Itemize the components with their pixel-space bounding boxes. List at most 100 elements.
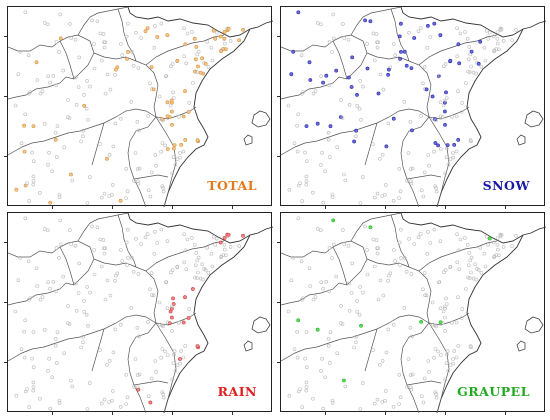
province-border bbox=[145, 240, 225, 272]
station-marker bbox=[484, 234, 489, 239]
station-marker bbox=[383, 398, 387, 403]
station-marker bbox=[442, 270, 446, 275]
station-marker bbox=[510, 38, 514, 42]
station-marker bbox=[107, 400, 111, 404]
station-marker bbox=[469, 49, 474, 54]
station-marker bbox=[343, 178, 348, 183]
station-marker bbox=[376, 246, 380, 251]
station-marker bbox=[82, 310, 86, 314]
station-marker bbox=[443, 171, 447, 176]
station-marker bbox=[300, 405, 305, 409]
station-marker bbox=[118, 198, 123, 203]
station-marker bbox=[40, 295, 45, 299]
station-marker bbox=[454, 149, 459, 154]
station-marker bbox=[304, 174, 309, 179]
station-marker bbox=[448, 264, 453, 269]
island-outline bbox=[516, 134, 526, 146]
station-marker bbox=[514, 27, 518, 32]
station-marker bbox=[86, 118, 90, 122]
station-marker bbox=[147, 394, 151, 399]
station-marker bbox=[468, 52, 472, 57]
panel-label-snow: SNOW bbox=[482, 178, 530, 193]
station-marker bbox=[218, 240, 223, 245]
station-marker bbox=[42, 21, 47, 25]
station-marker bbox=[61, 68, 66, 73]
station-marker bbox=[102, 191, 107, 196]
station-marker bbox=[186, 316, 191, 320]
station-marker bbox=[441, 309, 446, 314]
station-marker bbox=[74, 281, 78, 286]
station-marker bbox=[300, 297, 304, 302]
station-marker bbox=[159, 149, 163, 154]
station-marker bbox=[98, 237, 103, 242]
station-marker bbox=[26, 53, 31, 58]
island-outline bbox=[251, 110, 271, 128]
station-marker bbox=[405, 385, 409, 389]
station-marker bbox=[90, 224, 94, 229]
station-marker bbox=[450, 320, 454, 325]
station-marker bbox=[186, 110, 191, 114]
station-marker bbox=[422, 376, 427, 381]
station-marker bbox=[30, 150, 34, 155]
station-marker bbox=[496, 41, 500, 46]
station-marker bbox=[137, 166, 142, 171]
station-marker bbox=[384, 144, 389, 149]
station-marker bbox=[412, 242, 416, 246]
station-marker bbox=[448, 363, 453, 367]
station-marker bbox=[105, 363, 109, 367]
station-marker bbox=[237, 244, 241, 248]
station-marker bbox=[427, 163, 431, 168]
station-marker bbox=[452, 349, 456, 353]
station-marker bbox=[160, 390, 164, 394]
station-marker bbox=[384, 183, 388, 187]
station-marker bbox=[425, 23, 430, 28]
station-marker bbox=[321, 406, 326, 411]
station-marker bbox=[361, 290, 365, 295]
station-marker bbox=[495, 30, 500, 34]
station-marker bbox=[103, 40, 107, 45]
station-marker bbox=[375, 191, 380, 196]
station-marker bbox=[409, 385, 413, 390]
station-marker bbox=[143, 29, 148, 34]
province-border bbox=[406, 174, 442, 180]
station-marker bbox=[16, 72, 21, 76]
station-marker bbox=[218, 34, 223, 39]
station-marker bbox=[161, 118, 165, 123]
station-marker bbox=[34, 60, 39, 65]
station-marker bbox=[380, 153, 385, 157]
station-marker bbox=[315, 327, 320, 332]
station-marker bbox=[426, 230, 430, 234]
station-marker bbox=[57, 401, 62, 405]
station-marker bbox=[443, 268, 448, 272]
station-marker bbox=[84, 106, 89, 111]
station-marker bbox=[476, 267, 481, 272]
frame-tick bbox=[445, 206, 446, 209]
station-marker bbox=[321, 200, 326, 205]
station-marker bbox=[53, 137, 58, 142]
station-marker bbox=[171, 155, 176, 159]
station-marker bbox=[38, 91, 43, 96]
station-marker bbox=[126, 227, 130, 232]
station-marker bbox=[149, 271, 154, 275]
station-marker bbox=[456, 248, 461, 253]
station-marker bbox=[328, 124, 333, 129]
station-marker bbox=[326, 137, 331, 142]
station-marker bbox=[403, 255, 407, 260]
station-marker bbox=[443, 315, 447, 320]
station-marker bbox=[200, 56, 205, 61]
station-marker bbox=[315, 121, 320, 126]
station-marker bbox=[397, 373, 402, 377]
station-marker bbox=[211, 28, 216, 33]
station-marker bbox=[219, 49, 223, 54]
station-marker bbox=[22, 355, 27, 360]
frame-tick bbox=[277, 302, 280, 303]
station-marker bbox=[175, 157, 180, 161]
station-marker bbox=[110, 398, 114, 403]
province-border bbox=[8, 108, 157, 156]
station-marker bbox=[57, 50, 61, 54]
station-marker bbox=[38, 190, 42, 195]
station-marker bbox=[341, 228, 345, 232]
station-marker bbox=[165, 306, 170, 311]
station-marker bbox=[88, 175, 92, 179]
station-marker bbox=[371, 142, 375, 146]
